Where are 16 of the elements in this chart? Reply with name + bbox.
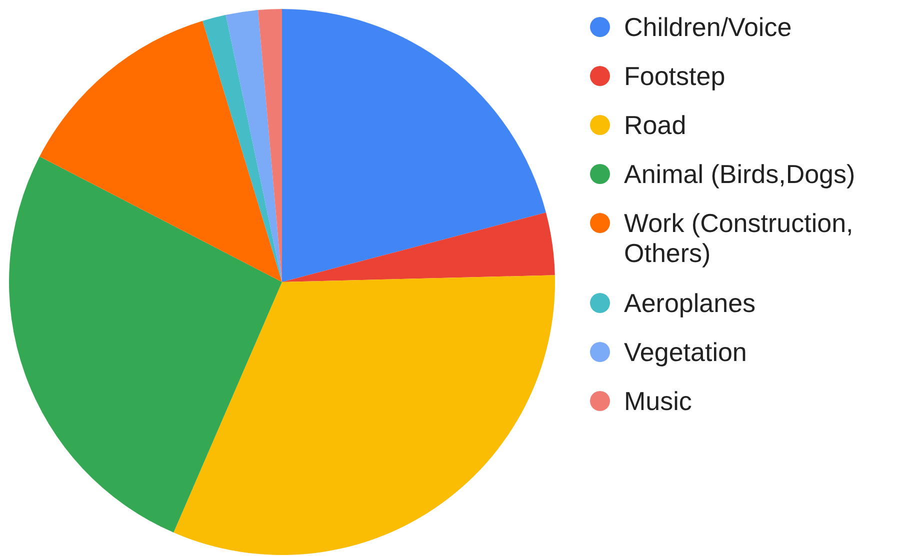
pie-slice <box>282 212 555 282</box>
pie-slice <box>258 9 282 282</box>
legend-label: Children/Voice <box>624 12 792 42</box>
pie-slice <box>282 9 546 282</box>
legend-label: Footstep <box>624 61 726 91</box>
pie-slice <box>202 14 282 282</box>
pie-slice <box>9 156 282 533</box>
pie-slice <box>174 275 555 555</box>
pie-slice <box>40 20 282 282</box>
legend-label: Road <box>624 110 686 140</box>
legend-label: Music <box>624 386 692 416</box>
legend-label: Vegetation <box>624 337 747 367</box>
pie-slice <box>226 10 282 282</box>
legend-label: Animal (Birds,Dogs) <box>624 159 856 189</box>
legend-label: Aeroplanes <box>624 288 756 318</box>
legend-label: Work (Construction, Others) <box>624 208 854 268</box>
